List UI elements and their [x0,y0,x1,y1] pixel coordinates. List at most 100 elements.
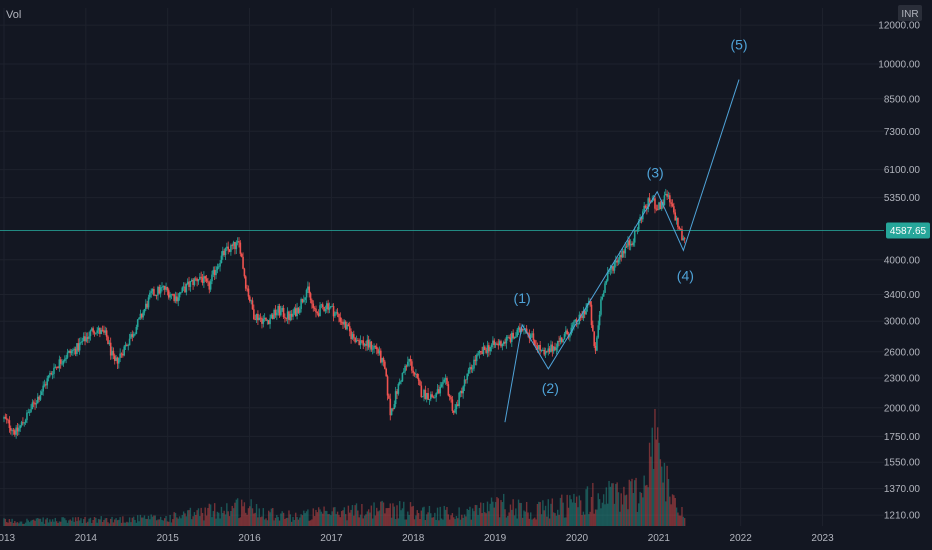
volume-bar [100,516,102,526]
volume-bar [161,520,163,526]
volume-bar [141,517,143,526]
candle-body [263,317,266,319]
candle-body [88,336,90,339]
candle-body [155,294,158,296]
x-axis: 2013 2014 2015 2016 2017 2018 2019 2020 2021 2022… [0,533,834,544]
volume-bar [489,503,491,526]
candle-body [292,313,294,317]
candle-body [336,312,339,314]
volume-bar [8,519,11,526]
volume-bar [91,522,93,526]
volume-bar [177,518,179,526]
candle-body [324,308,327,311]
volume-bar [561,494,563,526]
candle-body [647,198,650,210]
y-tick-label: 12000.00 [878,21,920,32]
candle-body [54,366,57,368]
candle-body [573,321,575,326]
volume-bar [3,518,5,526]
x-tick-label: 2019 [484,533,507,544]
volume-bar [312,508,314,526]
volume-bar [181,515,183,526]
y-tick-label: 2300.00 [884,373,921,384]
candle-body [126,344,128,346]
volume-bar [619,511,621,526]
volume-bar [613,503,616,526]
volume-bar [313,516,316,526]
volume-bar [508,512,510,526]
volume-bar [235,499,237,526]
volume-bar [567,507,570,526]
volume-bar [600,508,602,526]
candle-body [593,331,595,346]
candle-body [354,337,356,343]
candle-body [443,379,446,382]
volume-bar [353,515,355,526]
volume-bar [584,514,586,526]
candle-body [8,420,11,429]
volume-bar [601,502,603,526]
volume-bar [654,408,656,526]
candle-body [501,344,504,347]
volume-bar [49,519,51,526]
wave-label: (5) [730,37,747,53]
candle-body [598,314,601,326]
candle-body [39,395,42,400]
candle-body [134,333,136,335]
volume-bar [255,504,258,526]
volume-bar [73,521,75,526]
currency-badge[interactable]: INR [898,5,922,21]
candle-body [366,339,369,346]
volume-bar [224,514,227,526]
volume-bar [627,509,629,526]
volume-bar [99,519,101,526]
candle-body [633,230,636,243]
volume-bar [124,522,127,526]
candle-body [556,340,559,348]
x-tick-label: 2013 [0,533,16,544]
volume-bar [324,510,327,526]
candle-body [374,345,377,347]
volume-bar [582,511,585,526]
candle-body [609,268,612,271]
candle-body [82,336,85,342]
volume-bar [305,511,308,526]
volume-bar [319,509,321,526]
volume-bar [515,508,517,526]
volume-bar [647,487,649,526]
volume-bar [563,517,566,526]
volume-bar [344,514,347,526]
last-price-tag-box [886,222,930,239]
candle-body [535,345,537,347]
volume-bar [223,510,225,526]
volume-bar [661,466,663,526]
candle-body [565,330,567,334]
volume-bar [307,509,309,526]
volume-bar [401,508,404,526]
candle-body [590,304,593,326]
volume-bar [200,507,202,526]
candle-body [50,373,53,374]
volume-bar [669,496,671,526]
volume-bar [33,519,35,526]
volume-bars [3,408,686,526]
volume-bar [448,519,451,526]
volume-bar [204,507,206,526]
candle-body [100,329,103,334]
candle-body [388,395,390,399]
candle-body [627,240,629,247]
volume-bar [634,480,636,526]
candle-body [628,240,631,246]
candle-body [117,357,120,364]
x-tick-label: 2018 [402,533,425,544]
volume-bar [323,506,325,526]
candle-body [331,306,333,307]
volume-bar [493,507,495,526]
volume-bar [137,515,139,526]
volume-bar [127,522,129,526]
volume-bar [254,512,256,526]
volume-bar [84,516,86,526]
y-tick-label: 3000.00 [884,317,921,328]
volume-bar [195,515,197,526]
